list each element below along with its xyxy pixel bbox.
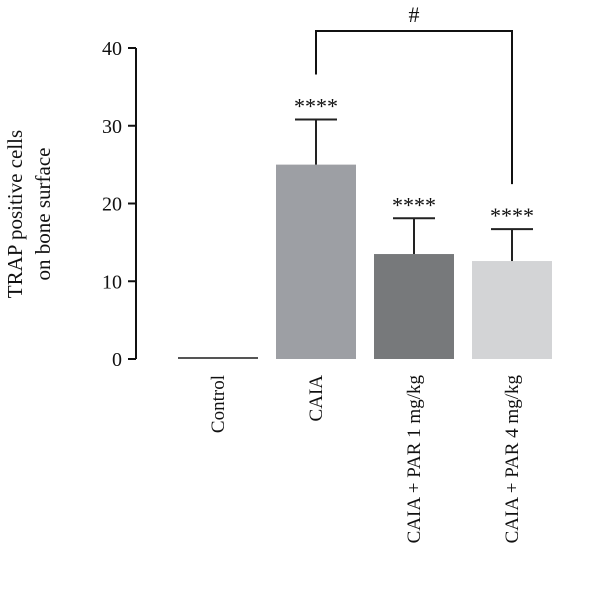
y-axis: 0 10 20 30 40 bbox=[102, 38, 137, 371]
significance-label: **** bbox=[392, 192, 436, 217]
bar-3 bbox=[374, 254, 454, 359]
y-tick-label: 20 bbox=[102, 194, 122, 216]
error-bars bbox=[295, 118, 533, 262]
bars bbox=[178, 164, 552, 359]
bracket-line bbox=[315, 30, 513, 185]
x-category-label: CAIA bbox=[306, 375, 327, 422]
bar-2 bbox=[276, 164, 356, 359]
y-tick-label: 30 bbox=[102, 116, 122, 138]
x-category-label: Control bbox=[208, 375, 229, 433]
x-category-label: CAIA + PAR 4 mg/kg bbox=[502, 375, 523, 544]
y-tick-label: 10 bbox=[102, 271, 122, 293]
y-tick-label: 0 bbox=[112, 349, 122, 371]
x-category-label: CAIA + PAR 1 mg/kg bbox=[404, 375, 425, 544]
significance-label: **** bbox=[294, 94, 338, 119]
bar-1 bbox=[178, 357, 258, 359]
y-tick-label: 40 bbox=[102, 38, 122, 60]
x-axis-labels: Control CAIA CAIA + PAR 1 mg/kg CAIA + PAR … bbox=[208, 375, 523, 544]
comparison-bracket: # bbox=[315, 2, 513, 185]
y-axis-title-line-2: on bone surface bbox=[31, 148, 55, 281]
y-axis-title: TRAP positive cells on bone surface bbox=[3, 130, 55, 298]
y-axis-title-line-1: TRAP positive cells bbox=[3, 130, 27, 298]
bracket-label: # bbox=[409, 2, 420, 27]
significance-label: **** bbox=[490, 203, 534, 228]
bar-4 bbox=[472, 261, 552, 359]
significance-labels: **** **** **** bbox=[294, 94, 534, 229]
